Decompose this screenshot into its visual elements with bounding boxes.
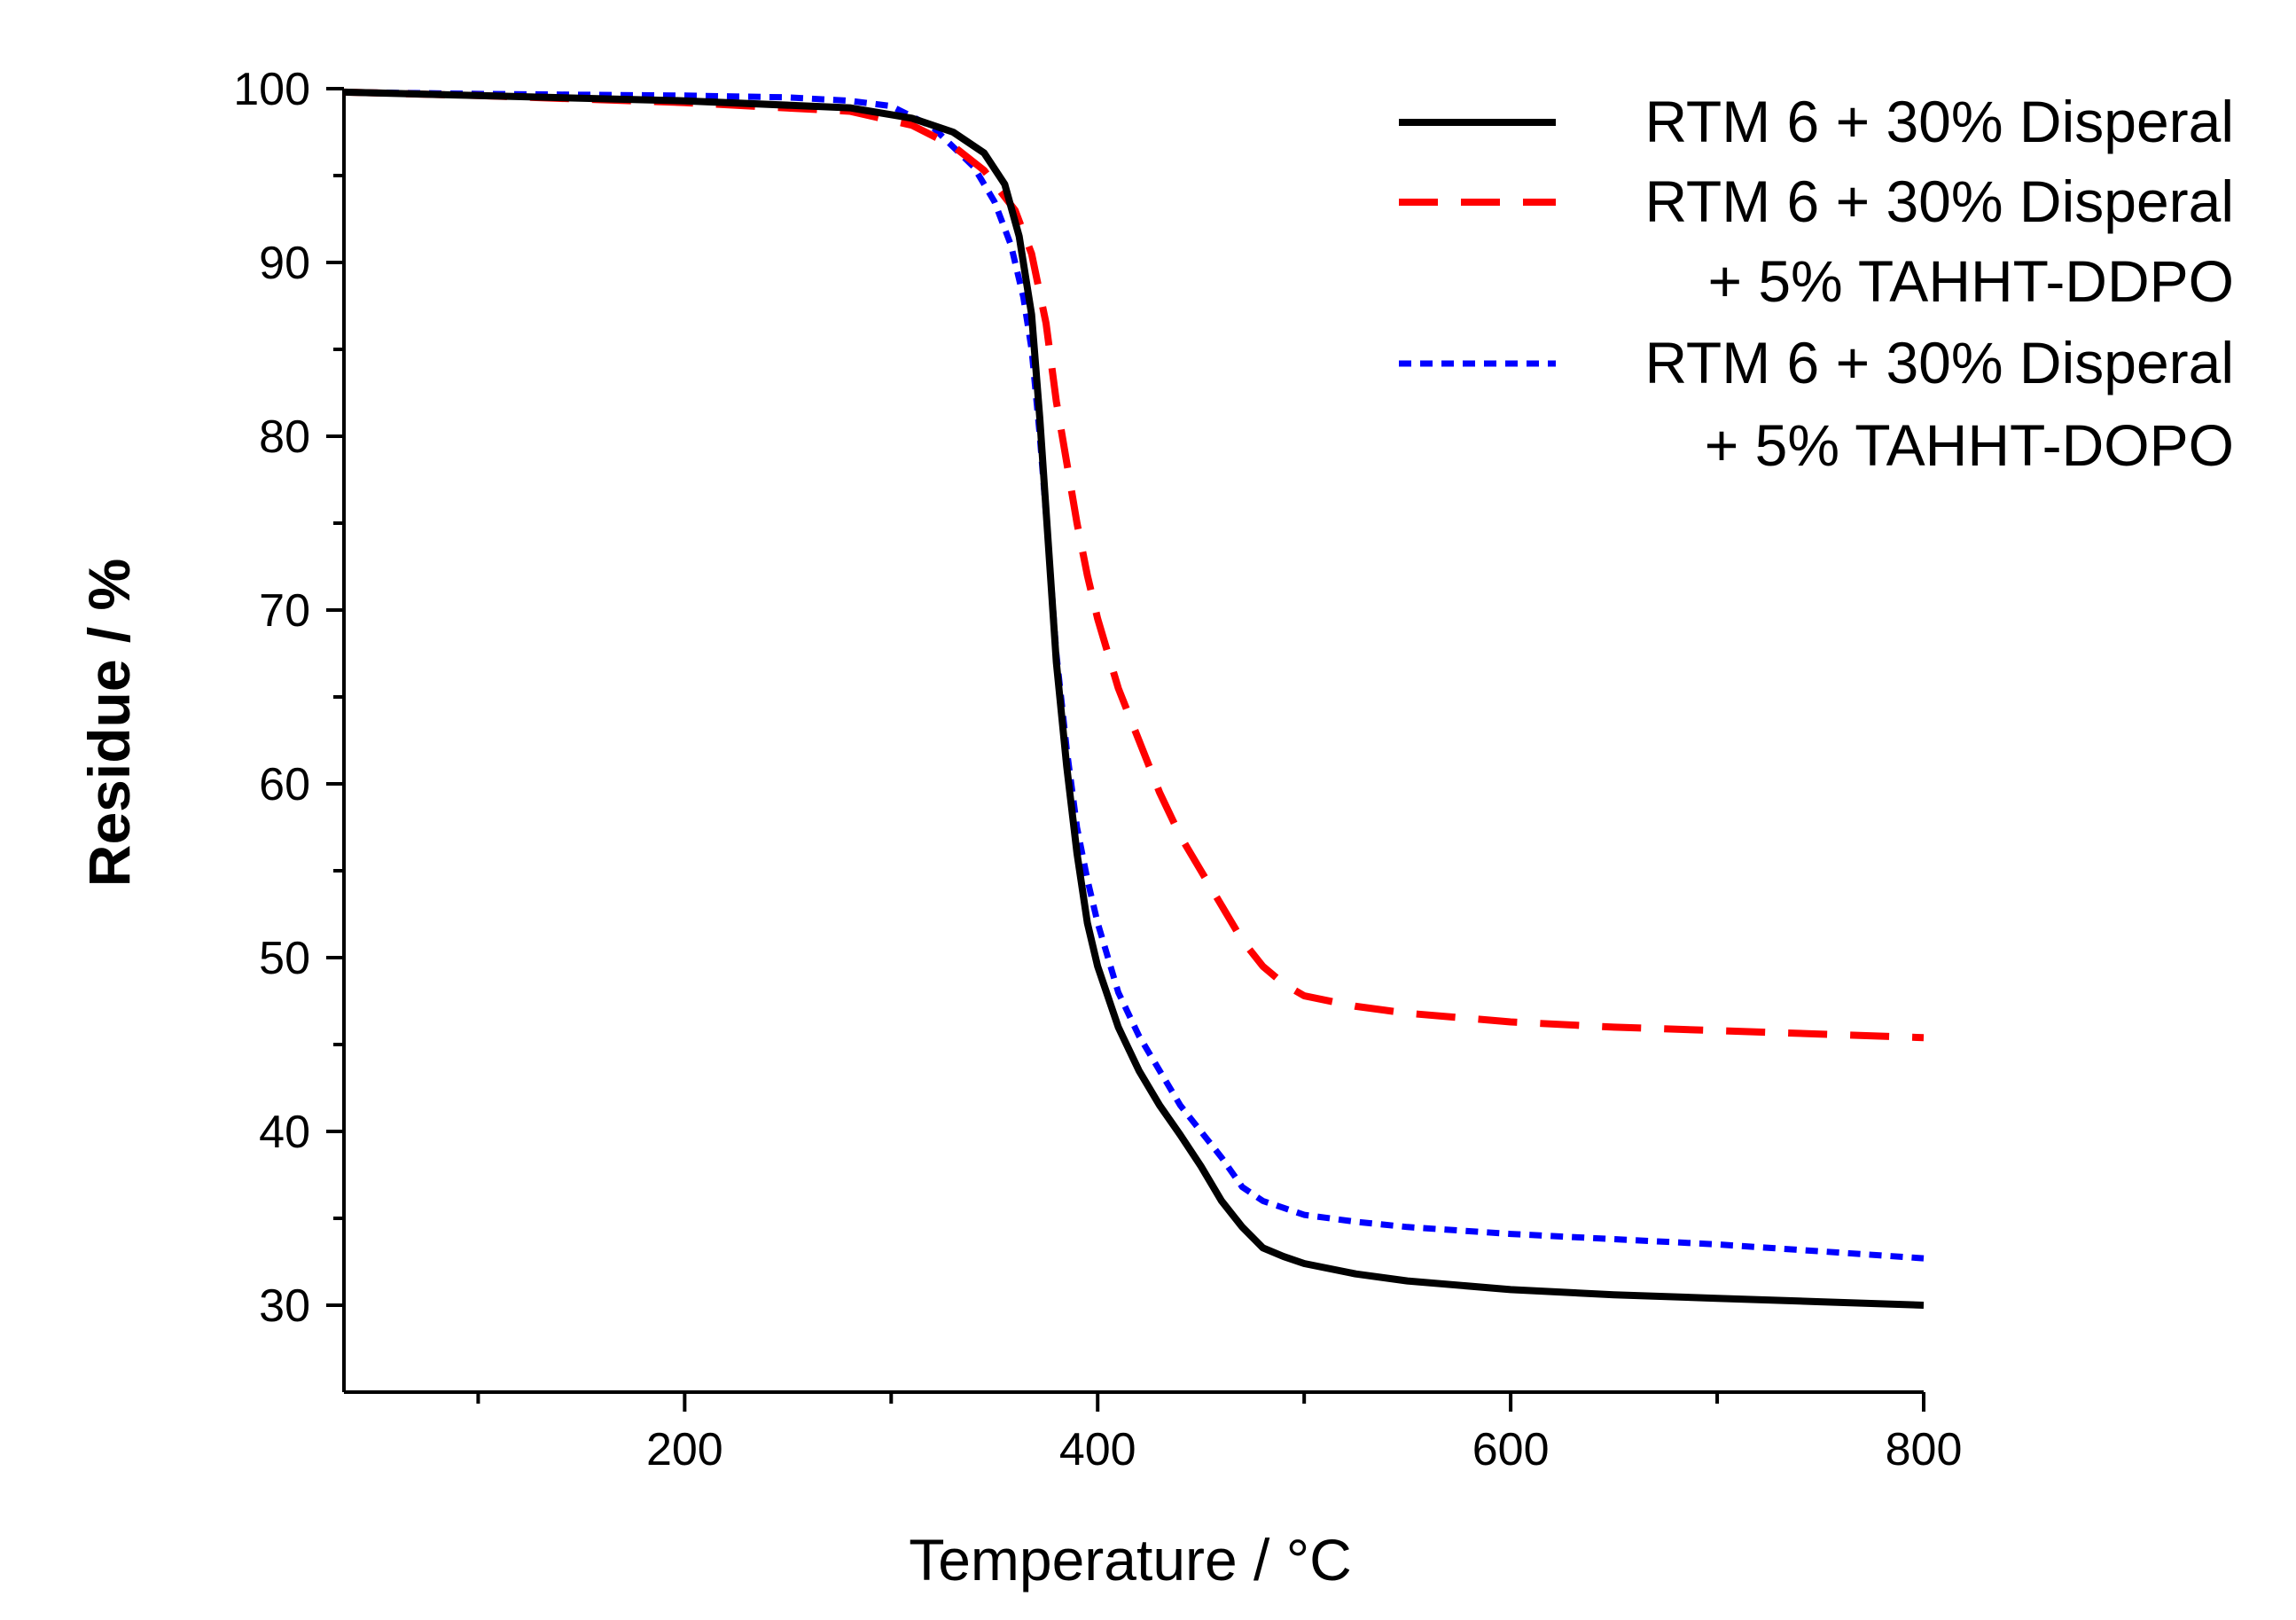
legend-label-1: RTM 6 + 30% Disperal — [1644, 89, 2234, 154]
y-tick-label: 60 — [259, 759, 310, 810]
legend: RTM 6 + 30% Disperal RTM 6 + 30% Disperal… — [1399, 89, 2234, 478]
series-line-1 — [343, 88, 1925, 1309]
y-tick-label: 80 — [259, 411, 310, 463]
x-axis-title: Temperature / °C — [909, 1527, 1352, 1593]
series-layer — [343, 88, 1925, 1309]
legend-label-2: + 5% TAHHT-DDPO — [1707, 248, 2234, 314]
y-tick-label: 90 — [259, 238, 310, 289]
y-tick-label: 30 — [259, 1280, 310, 1332]
axes: 30 40 50 60 70 80 90 100 200 400 600 800 — [233, 64, 1962, 1475]
y-tick-label: 40 — [259, 1107, 310, 1158]
y-tick-label: 50 — [259, 933, 310, 984]
series-line-3 — [343, 89, 1925, 1262]
y-tick-label: 100 — [233, 64, 310, 115]
x-tick-label: 600 — [1472, 1424, 1550, 1475]
x-tick-label: 800 — [1886, 1424, 1963, 1475]
series-line-2 — [343, 88, 1925, 1042]
legend-label-3: + 5% TAHHT-DOPO — [1705, 412, 2234, 478]
legend-label-2: RTM 6 + 30% Disperal — [1644, 168, 2234, 234]
x-tick-label: 400 — [1059, 1424, 1136, 1475]
x-tick-label: 200 — [646, 1424, 723, 1475]
y-axis-title: Residue / % — [76, 559, 142, 887]
y-tick-label: 70 — [259, 585, 310, 637]
legend-label-3: RTM 6 + 30% Disperal — [1644, 330, 2234, 395]
